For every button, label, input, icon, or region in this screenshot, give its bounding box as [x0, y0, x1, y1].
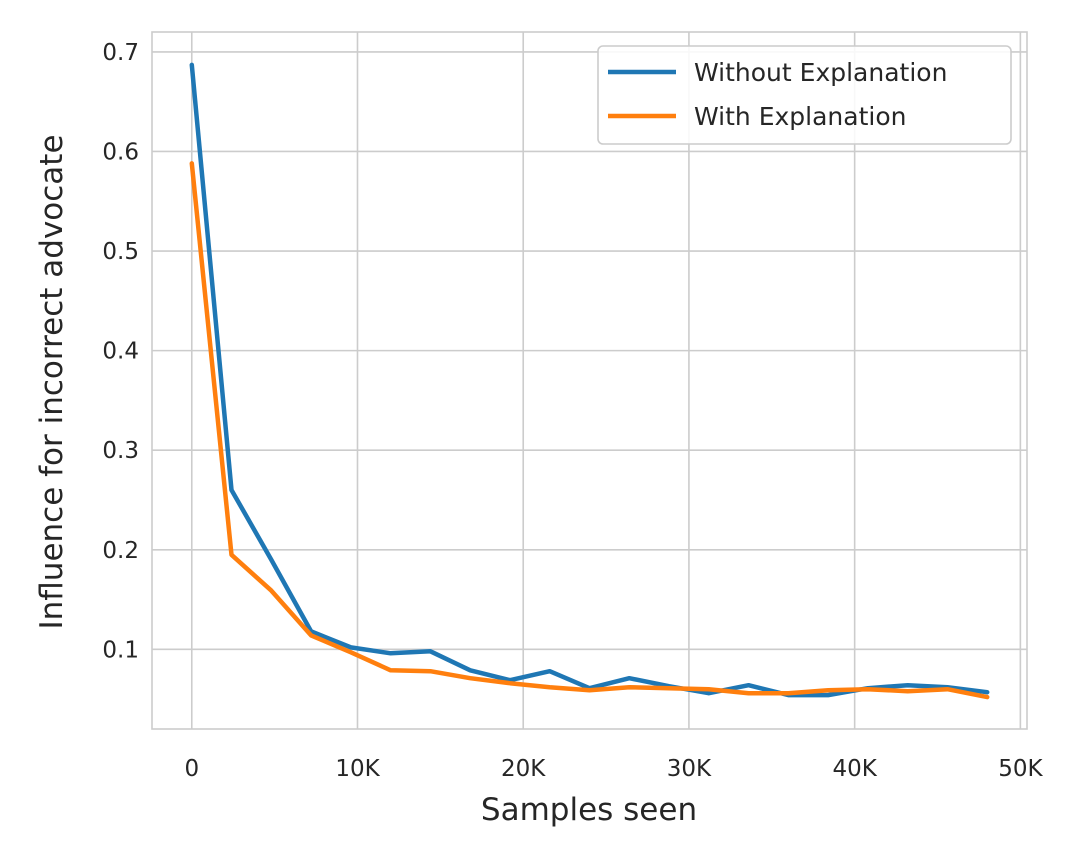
- y-tick-label: 0.1: [102, 637, 139, 663]
- plot-frame: [151, 31, 1028, 730]
- y-tick-label: 0.5: [102, 239, 139, 265]
- legend: Without Explanation With Explanation: [597, 45, 1012, 145]
- x-tick-label: 30K: [667, 756, 712, 782]
- axes: 0 10K 20K 30K 40K 50K 0.1 0.2 0.3 0.4 0.5 0.6 0.7: [102, 31, 1043, 782]
- grid: [152, 32, 1027, 729]
- legend-label: Without Explanation: [694, 58, 947, 87]
- series-line-1: [189, 161, 990, 700]
- x-tick-label: 20K: [501, 756, 546, 782]
- legend-label: With Explanation: [694, 102, 907, 131]
- x-tick-label: 10K: [335, 756, 380, 782]
- x-tick-label: 50K: [998, 756, 1043, 782]
- x-tick-label: 40K: [832, 756, 877, 782]
- y-tick-label: 0.7: [102, 40, 139, 66]
- series-lines: [189, 62, 990, 700]
- y-tick-label: 0.3: [102, 438, 139, 464]
- y-tick-label: 0.6: [102, 139, 139, 165]
- y-tick-label: 0.2: [102, 538, 139, 564]
- plot-area: [152, 32, 1027, 729]
- x-axis-label: Samples seen: [481, 792, 697, 828]
- y-axis-label: Influence for incorrect advocate: [34, 134, 70, 629]
- y-tick-label: 0.4: [102, 339, 139, 365]
- x-tick-label: 0: [184, 756, 199, 782]
- legend-box: [597, 45, 1012, 145]
